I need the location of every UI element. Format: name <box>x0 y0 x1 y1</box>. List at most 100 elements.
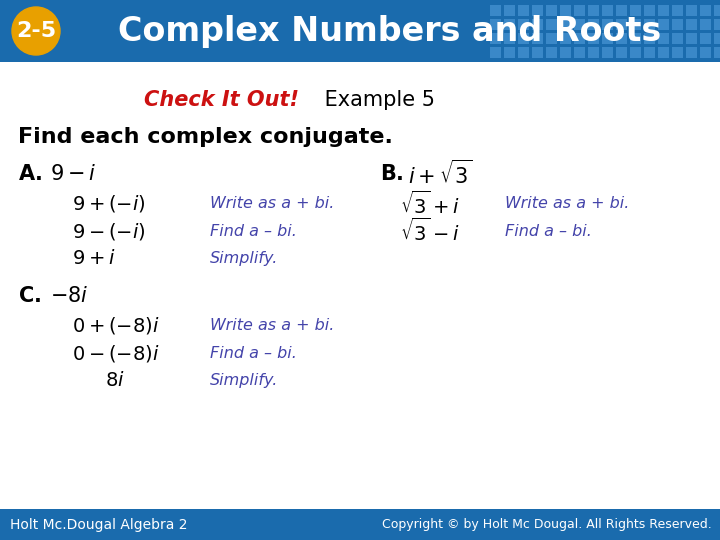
Circle shape <box>12 7 60 55</box>
Text: $9 + i$: $9 + i$ <box>72 248 116 267</box>
Bar <box>546 5 557 16</box>
Bar <box>630 33 641 44</box>
Bar <box>546 47 557 58</box>
Bar <box>658 47 669 58</box>
Bar <box>490 19 501 30</box>
Bar <box>588 19 599 30</box>
Bar <box>714 19 720 30</box>
Bar <box>686 47 697 58</box>
Bar <box>700 5 711 16</box>
Text: Check It Out!: Check It Out! <box>145 90 300 110</box>
Text: Holt Mc.Dougal Algebra 2: Holt Mc.Dougal Algebra 2 <box>10 517 187 531</box>
Bar <box>518 5 529 16</box>
Text: 2-5: 2-5 <box>16 21 56 41</box>
Text: Write as a + bi.: Write as a + bi. <box>210 197 334 212</box>
Text: $0 - (-8)i$: $0 - (-8)i$ <box>72 342 160 363</box>
Text: $9 - i$: $9 - i$ <box>50 164 96 184</box>
Bar <box>630 5 641 16</box>
Bar <box>490 5 501 16</box>
Bar <box>644 47 655 58</box>
Text: Copyright © by Holt Mc Dougal. All Rights Reserved.: Copyright © by Holt Mc Dougal. All Right… <box>382 518 712 531</box>
Text: $\sqrt{3}+i$: $\sqrt{3}+i$ <box>400 191 460 218</box>
Text: $9 - (-i)$: $9 - (-i)$ <box>72 220 145 241</box>
Bar <box>560 5 571 16</box>
Bar <box>602 33 613 44</box>
Text: $9 + (-i)$: $9 + (-i)$ <box>72 193 145 214</box>
Bar <box>532 47 543 58</box>
Text: $\sqrt{3}-i$: $\sqrt{3}-i$ <box>400 218 460 245</box>
Bar <box>616 47 627 58</box>
Bar <box>574 19 585 30</box>
Bar <box>0 509 720 540</box>
Bar <box>686 19 697 30</box>
Text: $i + \sqrt{3}$: $i + \sqrt{3}$ <box>408 160 472 188</box>
Bar <box>616 19 627 30</box>
Bar <box>714 5 720 16</box>
Bar <box>630 47 641 58</box>
Bar <box>518 47 529 58</box>
Text: Find a – bi.: Find a – bi. <box>210 346 297 361</box>
Text: Write as a + bi.: Write as a + bi. <box>505 197 629 212</box>
Bar <box>546 19 557 30</box>
Bar <box>602 19 613 30</box>
Bar <box>0 0 720 62</box>
Bar <box>616 5 627 16</box>
Bar <box>700 33 711 44</box>
Bar <box>574 47 585 58</box>
Bar <box>672 19 683 30</box>
Bar <box>658 19 669 30</box>
Bar <box>602 5 613 16</box>
Text: Find a – bi.: Find a – bi. <box>505 224 592 239</box>
Text: Find each complex conjugate.: Find each complex conjugate. <box>18 127 393 147</box>
Bar <box>560 33 571 44</box>
Bar <box>630 19 641 30</box>
Bar <box>574 33 585 44</box>
Text: Simplify.: Simplify. <box>210 373 279 388</box>
Bar <box>686 33 697 44</box>
Text: Write as a + bi.: Write as a + bi. <box>210 319 334 334</box>
Text: Complex Numbers and Roots: Complex Numbers and Roots <box>118 15 662 48</box>
Bar <box>616 33 627 44</box>
Text: $\mathbf{A.}$: $\mathbf{A.}$ <box>18 164 42 184</box>
Bar <box>532 33 543 44</box>
Bar <box>490 33 501 44</box>
Bar <box>518 19 529 30</box>
Bar <box>700 47 711 58</box>
Bar <box>644 5 655 16</box>
Bar <box>560 47 571 58</box>
Bar <box>588 47 599 58</box>
Text: Simplify.: Simplify. <box>210 251 279 266</box>
Text: $8i$: $8i$ <box>105 370 125 389</box>
Bar <box>504 33 515 44</box>
Bar <box>672 5 683 16</box>
Bar <box>644 33 655 44</box>
Bar <box>686 5 697 16</box>
Bar <box>504 5 515 16</box>
Bar <box>504 19 515 30</box>
Bar <box>588 33 599 44</box>
Text: $0 + (-8)i$: $0 + (-8)i$ <box>72 315 160 336</box>
Bar <box>518 33 529 44</box>
Text: $\mathbf{B.}$: $\mathbf{B.}$ <box>380 164 404 184</box>
Bar <box>672 47 683 58</box>
Bar <box>714 33 720 44</box>
Text: $\mathbf{C.}$: $\mathbf{C.}$ <box>18 286 41 306</box>
Bar <box>658 33 669 44</box>
Bar <box>560 19 571 30</box>
Bar <box>714 47 720 58</box>
Text: Example 5: Example 5 <box>318 90 435 110</box>
Text: $-8i$: $-8i$ <box>50 286 89 306</box>
Text: Find a – bi.: Find a – bi. <box>210 224 297 239</box>
Bar <box>490 47 501 58</box>
Bar <box>658 5 669 16</box>
Bar <box>588 5 599 16</box>
Bar <box>644 19 655 30</box>
Bar <box>532 19 543 30</box>
Bar <box>574 5 585 16</box>
Bar <box>700 19 711 30</box>
Bar <box>504 47 515 58</box>
Bar <box>532 5 543 16</box>
Bar <box>546 33 557 44</box>
Bar <box>602 47 613 58</box>
Bar <box>672 33 683 44</box>
